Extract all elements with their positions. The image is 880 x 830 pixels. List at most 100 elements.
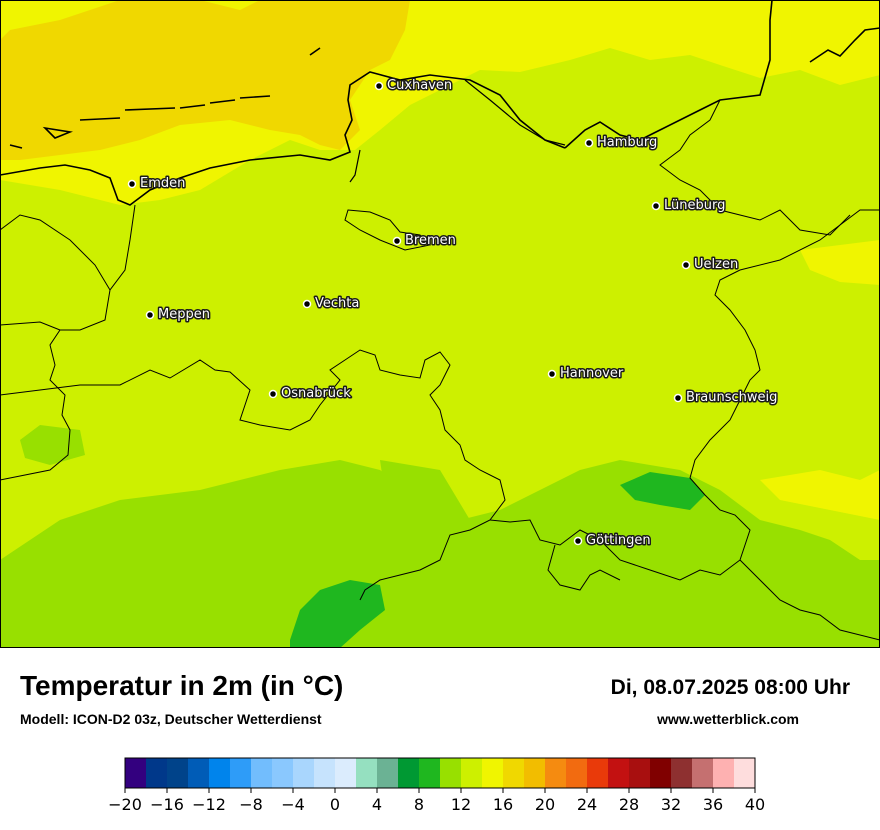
city-vechta: Vechta <box>302 295 361 313</box>
state-borders <box>0 99 880 641</box>
legend-swatch <box>671 758 693 788</box>
city-label-cuxhaven: Cuxhaven <box>387 78 452 93</box>
city-label-hannover: Hannover <box>560 366 624 381</box>
legend-swatch <box>482 758 504 788</box>
legend-tick-label: 12 <box>451 795 471 814</box>
city-dot <box>651 201 661 211</box>
legend-tick-label: 4 <box>372 795 382 814</box>
city-label-meppen: Meppen <box>158 307 210 322</box>
legend-tick-label: 36 <box>703 795 723 814</box>
city-lueneburg: Lüneburg <box>651 197 727 215</box>
legend-tick-label: −8 <box>239 795 263 814</box>
legend-swatch <box>566 758 588 788</box>
temp-zone-12-west <box>20 425 85 465</box>
city-hamburg: Hamburg <box>584 134 659 152</box>
city-label-lueneburg: Lüneburg <box>664 198 725 213</box>
map-subtitle: Modell: ICON-D2 03z, Deutscher Wetterdie… <box>20 711 322 727</box>
legend-swatch <box>461 758 483 788</box>
city-goettingen: Göttingen <box>573 532 652 550</box>
legend-swatch <box>419 758 441 788</box>
legend-swatch <box>503 758 525 788</box>
temp-zone-12-south <box>0 460 880 648</box>
city-braunschweig: Braunschweig <box>673 389 779 407</box>
temp-zone-16-patch-east <box>800 240 880 285</box>
legend-swatch <box>293 758 315 788</box>
legend-swatch <box>377 758 399 788</box>
city-label-emden: Emden <box>140 176 185 191</box>
temp-zone-16-patch-se <box>760 470 880 520</box>
city-label-bremen: Bremen <box>405 233 456 248</box>
temp-zone-12-wedge <box>380 460 470 560</box>
city-dot <box>673 393 683 403</box>
city-dot <box>268 389 278 399</box>
city-label-braunschweig: Braunschweig <box>686 390 777 405</box>
legend-swatch <box>440 758 462 788</box>
legend-swatch <box>608 758 630 788</box>
city-dot <box>584 138 594 148</box>
legend-tick-label: −12 <box>192 795 226 814</box>
legend-tick-label: 32 <box>661 795 681 814</box>
legend-swatch <box>230 758 252 788</box>
legend-swatch <box>356 758 378 788</box>
map-title: Temperatur in 2m (in °C) <box>20 670 344 701</box>
city-dot <box>374 81 384 91</box>
legend-swatch <box>146 758 168 788</box>
city-bremen: Bremen <box>392 232 457 250</box>
legend-tick-label: 0 <box>330 795 340 814</box>
legend-swatch <box>188 758 210 788</box>
legend-tick-label: 24 <box>577 795 597 814</box>
city-markers: Cuxhaven Hamburg Emden Lüneburg Bremen U… <box>127 77 779 550</box>
city-dot <box>681 260 691 270</box>
legend-swatch <box>272 758 294 788</box>
temp-zone-8-harz <box>620 472 705 510</box>
city-dot <box>547 369 557 379</box>
website-link[interactable]: www.wetterblick.com <box>657 711 799 727</box>
legend-tick-label: 28 <box>619 795 639 814</box>
legend-tick-label: 16 <box>493 795 513 814</box>
legend-swatch <box>650 758 672 788</box>
city-dot <box>392 236 402 246</box>
legend-swatch <box>125 758 147 788</box>
legend-swatch <box>335 758 357 788</box>
coastline <box>0 0 880 206</box>
city-osnabrueck: Osnabrück <box>268 385 353 403</box>
forecast-datetime: Di, 08.07.2025 08:00 Uhr <box>610 676 850 699</box>
city-label-vechta: Vechta <box>315 296 359 311</box>
legend-swatch <box>545 758 567 788</box>
city-dot <box>302 299 312 309</box>
city-label-hamburg: Hamburg <box>597 135 657 150</box>
legend-swatch <box>692 758 714 788</box>
legend-swatch <box>587 758 609 788</box>
temp-zone-20-orange <box>0 0 410 160</box>
legend-swatch <box>167 758 189 788</box>
legend-tick-label: 8 <box>414 795 424 814</box>
legend-frame <box>124 757 756 789</box>
legend-tick-label: −4 <box>281 795 305 814</box>
legend-swatch <box>314 758 336 788</box>
legend-tick-label: 40 <box>745 795 765 814</box>
city-dot <box>127 179 137 189</box>
rivers <box>349 79 566 183</box>
city-emden: Emden <box>127 175 187 193</box>
city-label-goettingen: Göttingen <box>586 533 651 548</box>
legend-tick-label: −20 <box>108 795 142 814</box>
city-cuxhaven: Cuxhaven <box>374 77 454 95</box>
city-dot <box>573 536 583 546</box>
legend-swatch <box>398 758 420 788</box>
legend-tick-label: −16 <box>150 795 184 814</box>
city-label-uelzen: Uelzen <box>694 257 738 272</box>
city-hannover: Hannover <box>547 365 625 383</box>
legend-swatch <box>713 758 735 788</box>
city-meppen: Meppen <box>145 306 211 324</box>
city-label-osnabrueck: Osnabrück <box>281 386 351 401</box>
temp-zone-20-cap <box>0 0 120 40</box>
city-dot <box>145 310 155 320</box>
legend-tick-label: 20 <box>535 795 555 814</box>
color-legend: −20 −16 −12 −8 −4 0 4 8 12 16 20 24 28 32 36 40 <box>105 755 775 825</box>
temperature-map: Cuxhaven Hamburg Emden Lüneburg Bremen U… <box>0 0 880 648</box>
legend-swatch <box>524 758 546 788</box>
legend-swatch <box>251 758 273 788</box>
legend-bar: −20 −16 −12 −8 −4 0 4 8 12 16 20 24 28 32 36 40 <box>108 757 765 814</box>
legend-swatch <box>629 758 651 788</box>
city-uelzen: Uelzen <box>681 256 740 274</box>
